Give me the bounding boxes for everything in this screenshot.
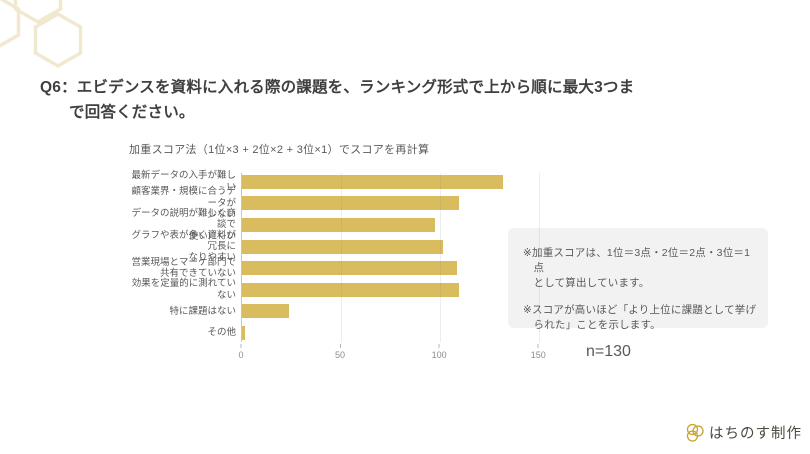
x-tick: 50 [335, 343, 346, 360]
sample-size-label: n=130 [586, 343, 631, 360]
category-label: 営業現場とマーケ部門で 共有できていない [131, 256, 236, 280]
category-label: データの説明が難しく商談で 使いにくい [131, 207, 236, 242]
chart-rows: 最新データの入手が難しい 顧客業界・規模に合うデータが 少ない データの説明が難しく… [128, 170, 560, 344]
category-label: 特に課題はない [169, 305, 236, 317]
bar-track [241, 193, 560, 215]
bar [241, 217, 436, 232]
x-tick: 0 [238, 343, 244, 360]
chart-row: 顧客業界・規模に合うデータが 少ない [128, 186, 560, 220]
bar-track [241, 257, 560, 279]
chart-row: その他 [128, 322, 560, 344]
x-tick-mark [339, 343, 341, 348]
x-tick-mark [438, 343, 440, 348]
notes-box: ※加重スコアは、1位＝3点・2位＝2点・3位＝1点 として算出しています。 ※ス… [508, 228, 768, 331]
x-tick-label: 0 [238, 349, 244, 360]
page-title-line1: Q6：エビデンスを資料に入れる際の課題を、ランキング形式で上から順に最大3つま [40, 79, 635, 96]
bar-track [241, 279, 560, 301]
brand-footer: はちのす制作 [684, 422, 802, 443]
chart-row: データの説明が難しく商談で 使いにくい [128, 208, 560, 242]
honeycomb-decoration-icon [0, 0, 83, 69]
bar [241, 282, 459, 297]
bar-track [241, 171, 560, 193]
category-label: 顧客業界・規模に合うデータが 少ない [131, 186, 236, 221]
bar-track [241, 322, 560, 344]
chart-row: 効果を定量的に測れていない [128, 278, 560, 301]
bar [241, 239, 444, 254]
note-score-meaning: ※スコアが高いほど「より上位に課題として挙げ られた」ことを示します。 [523, 303, 757, 331]
x-tick-label: 50 [335, 349, 346, 360]
chart-row: 最新データの入手が難しい [128, 170, 560, 193]
x-tick-mark [240, 343, 242, 348]
bar [241, 174, 503, 189]
chart-row: グラフや表が多く資料が冗長に なりやすい [128, 230, 560, 263]
bar-track [241, 214, 560, 236]
bar [241, 261, 457, 276]
x-tick-mark [537, 343, 539, 348]
category-label: グラフや表が多く資料が冗長に なりやすい [131, 229, 236, 264]
brand-logo-icon [686, 423, 704, 442]
bar-chart: 最新データの入手が難しい 顧客業界・規模に合うデータが 少ない データの説明が難しく… [128, 170, 560, 362]
bar [241, 196, 459, 211]
bar-track [241, 301, 560, 323]
x-axis: 0 50 100 150 [238, 343, 560, 362]
plot-area: 最新データの入手が難しい 顧客業界・規模に合うデータが 少ない データの説明が難しく… [128, 170, 560, 344]
x-tick-label: 150 [530, 349, 546, 360]
x-tick-label: 100 [431, 349, 447, 360]
category-label: 効果を定量的に測れていない [131, 278, 236, 301]
chart-row: 営業現場とマーケ部門で 共有できていない [128, 257, 560, 279]
chart-row: 特に課題はない [128, 301, 560, 323]
x-tick: 100 [431, 343, 447, 360]
chart-title: 加重スコア法（1位×3 + 2位×2 + 3位×1）でスコアを再計算 [129, 144, 430, 156]
category-label: その他 [207, 327, 236, 339]
brand-name: はちのす制作 [709, 426, 802, 442]
x-tick: 150 [530, 343, 546, 360]
page-title-line2: で回答ください。 [69, 103, 195, 121]
bar [241, 325, 245, 340]
category-label: 最新データの入手が難しい [131, 170, 236, 193]
bar [241, 304, 289, 319]
page-title: Q6：エビデンスを資料に入れる際の課題を、ランキング形式で上から順に最大3つま … [40, 76, 760, 126]
note-weighted-score: ※加重スコアは、1位＝3点・2位＝2点・3位＝1点 として算出しています。 [523, 247, 751, 290]
bar-track [241, 236, 560, 258]
